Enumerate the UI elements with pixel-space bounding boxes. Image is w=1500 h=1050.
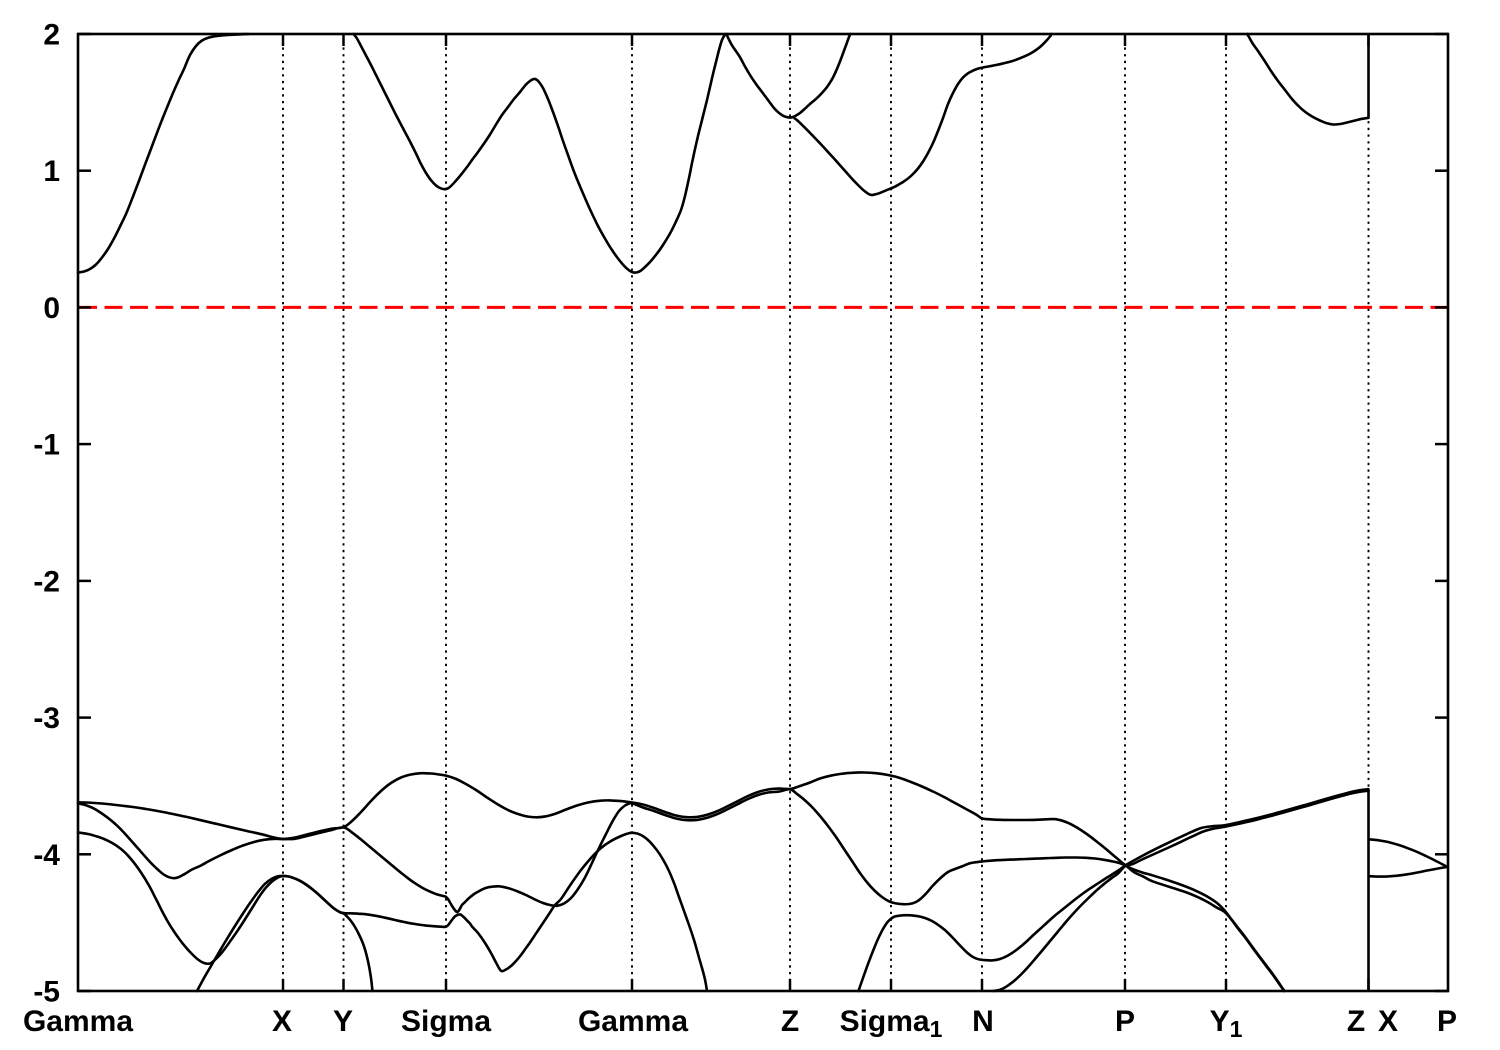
svg-text:N: N <box>972 1005 994 1038</box>
svg-text:X: X <box>272 1005 292 1038</box>
svg-text:-3: -3 <box>33 702 60 735</box>
svg-text:P: P <box>1437 1005 1457 1038</box>
svg-text:Z: Z <box>781 1005 799 1038</box>
svg-text:Y: Y <box>333 1005 353 1038</box>
svg-text:Z: Z <box>1347 1005 1365 1038</box>
svg-text:Sigma: Sigma <box>401 1005 491 1038</box>
svg-text:0: 0 <box>43 292 60 325</box>
svg-text:-4: -4 <box>33 839 60 872</box>
svg-text:-2: -2 <box>33 565 60 598</box>
svg-text:2: 2 <box>43 19 60 52</box>
svg-text:Gamma: Gamma <box>23 1005 133 1038</box>
svg-text:P: P <box>1115 1005 1135 1038</box>
svg-text:Gamma: Gamma <box>578 1005 688 1038</box>
svg-text:-1: -1 <box>33 429 60 462</box>
svg-text:X: X <box>1378 1005 1398 1038</box>
svg-text:1: 1 <box>43 155 60 188</box>
svg-text:Sigma1: Sigma1 <box>840 1005 943 1042</box>
svg-text:-5: -5 <box>33 976 60 1009</box>
